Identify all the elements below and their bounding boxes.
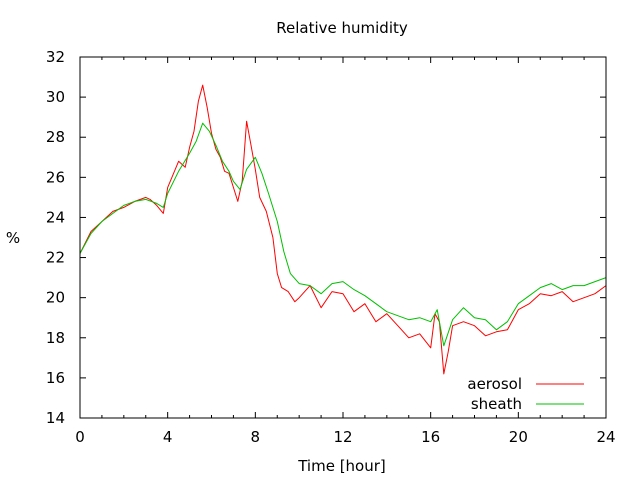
- y-tick-label: 24: [46, 208, 65, 226]
- y-tick-label: 22: [46, 249, 65, 267]
- y-tick-label: 14: [46, 409, 65, 427]
- x-tick-label: 0: [75, 428, 85, 446]
- x-tick-label: 12: [333, 428, 352, 446]
- y-axis-label: %: [6, 229, 20, 247]
- x-tick-label: 16: [421, 428, 440, 446]
- y-tick-label: 16: [46, 369, 65, 387]
- plot-frame: [79, 56, 607, 419]
- y-tick-label: 32: [46, 48, 65, 66]
- chart-title: Relative humidity: [276, 19, 408, 37]
- legend-label-sheath: sheath: [471, 395, 522, 413]
- x-tick-label: 8: [251, 428, 261, 446]
- y-tick-label: 26: [46, 168, 65, 186]
- series-layer: [79, 84, 607, 375]
- y-tick-label: 18: [46, 329, 65, 347]
- x-axis-label: Time [hour]: [297, 457, 386, 475]
- x-tick-label: 20: [509, 428, 528, 446]
- series-line-aerosol: [79, 84, 607, 375]
- y-tick-label: 30: [46, 88, 65, 106]
- x-tick-label: 4: [163, 428, 173, 446]
- y-tick-label: 20: [46, 289, 65, 307]
- series-line-sheath: [79, 122, 607, 347]
- axis-ticks: 0 4 8 12 16 20 24 14 16 18 20 22 24 26 28 30 32: [46, 48, 616, 446]
- legend-label-aerosol: aerosol: [467, 375, 522, 393]
- x-tick-label: 24: [596, 428, 615, 446]
- y-tick-label: 28: [46, 128, 65, 146]
- legend: aerosol sheath: [467, 375, 584, 413]
